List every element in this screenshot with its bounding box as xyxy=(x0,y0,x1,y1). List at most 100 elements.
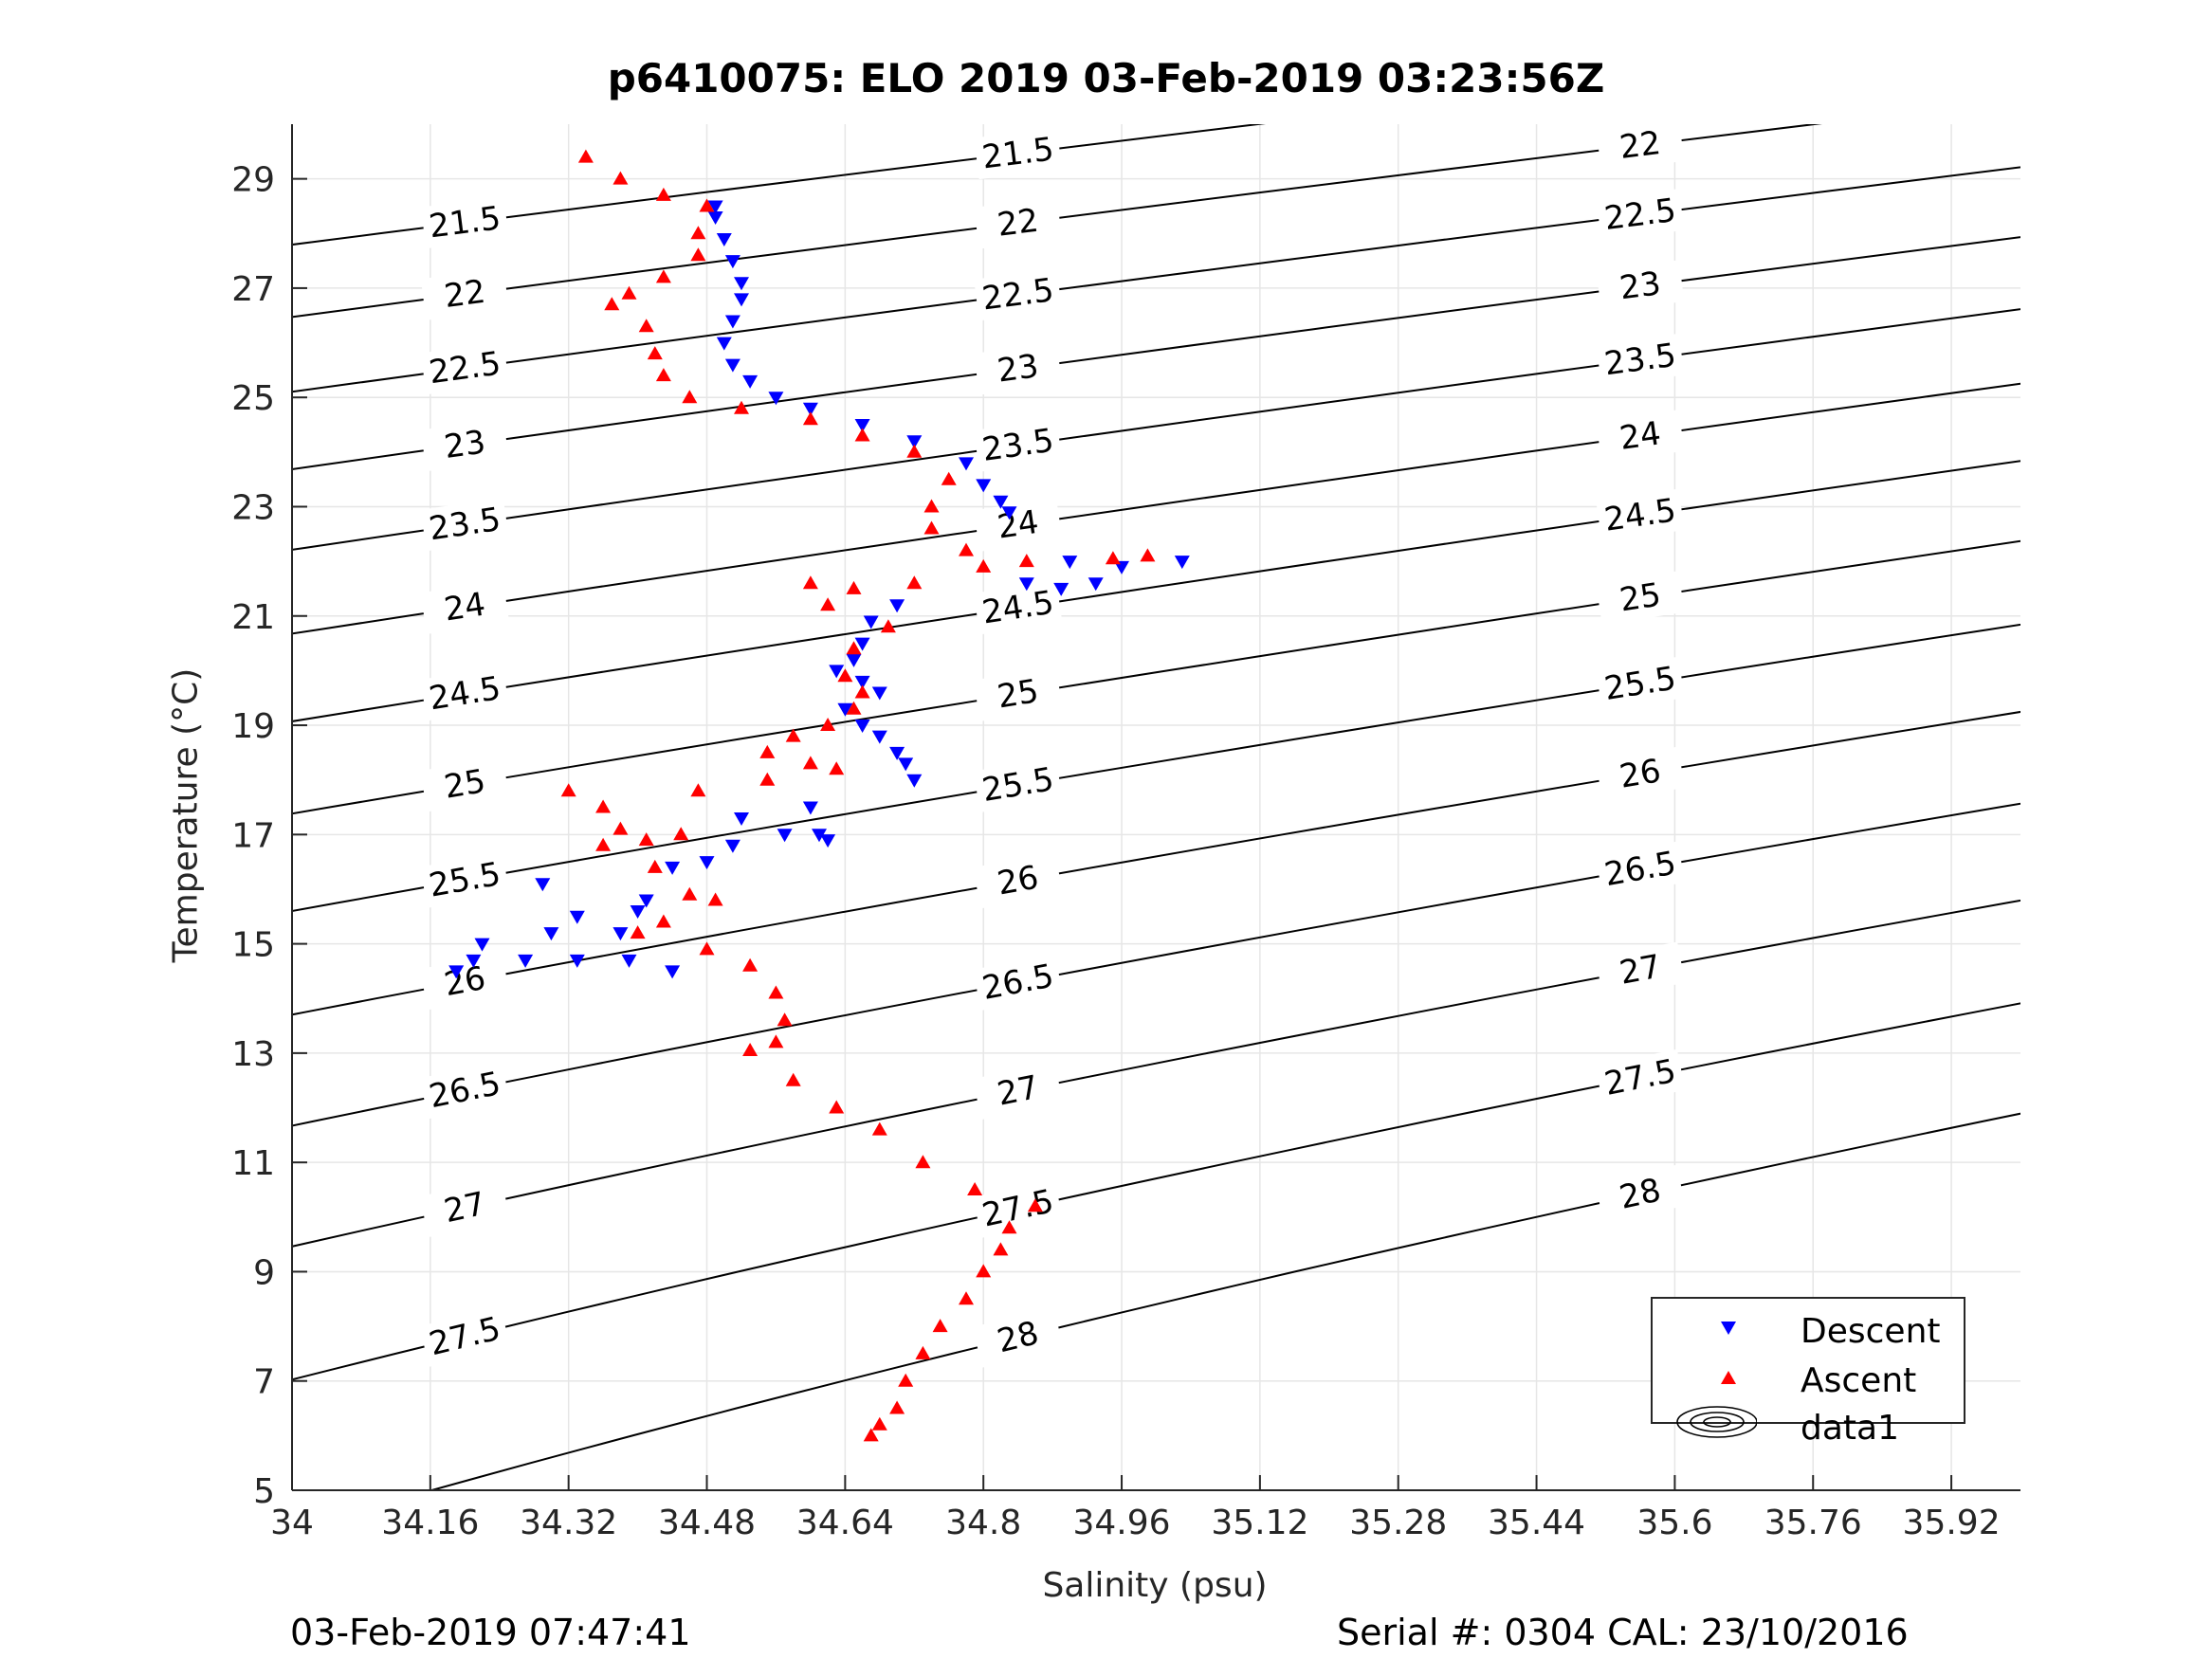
contour-label: 24 xyxy=(1618,414,1663,458)
descent-point xyxy=(863,615,879,629)
ascent-point xyxy=(976,1264,992,1278)
x-tick-label: 35.6 xyxy=(1636,1504,1712,1542)
descent-point xyxy=(569,954,585,968)
descent-point xyxy=(768,392,784,406)
ascent-point xyxy=(690,783,706,797)
ascent-point xyxy=(647,859,663,873)
descent-point xyxy=(1174,556,1190,570)
descent-point xyxy=(724,839,740,853)
descent-point xyxy=(734,812,749,826)
descent-point xyxy=(1114,560,1129,574)
contour-label: 26 xyxy=(995,859,1042,903)
contour-label-bg xyxy=(973,1062,1064,1121)
contour-label: 23 xyxy=(442,423,487,466)
ascent-marker-icon xyxy=(1721,1371,1736,1384)
descent-point xyxy=(846,653,862,667)
descent-point xyxy=(699,856,715,870)
legend-label-contours: data1 xyxy=(1801,1409,1899,1448)
descent-point xyxy=(854,419,870,432)
descent-point xyxy=(1088,577,1104,592)
descent-point xyxy=(448,965,465,979)
contour-label-bg xyxy=(973,757,1063,813)
x-tick-label: 34.16 xyxy=(381,1504,479,1542)
ascent-point xyxy=(682,390,698,404)
ascent-point xyxy=(906,575,923,590)
footer-timestamp: 03-Feb-2019 07:47:41 xyxy=(290,1612,691,1653)
x-tick-label: 34.64 xyxy=(796,1504,894,1542)
ascent-point xyxy=(595,799,612,813)
ascent-point xyxy=(577,149,594,163)
contour-label-bg xyxy=(974,127,1063,180)
contour-label-bg xyxy=(419,953,510,1011)
descent-point xyxy=(734,277,749,291)
contour-line xyxy=(292,308,2020,551)
descent-point xyxy=(665,965,681,979)
contour-label: 25 xyxy=(442,762,488,807)
ascent-point xyxy=(846,580,862,594)
ascent-point xyxy=(906,444,923,458)
x-tick-label: 34.96 xyxy=(1073,1504,1171,1542)
contour-label-bg xyxy=(420,580,510,634)
contour-label: 22.5 xyxy=(980,271,1056,318)
contour-line xyxy=(292,1002,2020,1381)
y-tick-label: 15 xyxy=(231,926,275,965)
contour-label: 23 xyxy=(996,347,1041,390)
contour-label: 25 xyxy=(995,672,1041,716)
descent-point xyxy=(535,878,551,892)
contour-label-bg xyxy=(420,341,509,395)
contour-label-bg xyxy=(1596,189,1685,241)
y-tick-label: 9 xyxy=(253,1253,275,1292)
descent-point xyxy=(724,315,740,329)
ascent-point xyxy=(923,520,940,535)
descent-point xyxy=(871,730,887,744)
contour-label-bg xyxy=(1596,410,1685,463)
contour-label-bg xyxy=(1595,841,1686,898)
contour-label-bg xyxy=(1596,260,1685,313)
contour-line xyxy=(292,710,2020,1016)
ascent-point xyxy=(655,269,671,283)
descent-point xyxy=(1053,582,1069,596)
descent-point xyxy=(906,774,923,788)
ascent-point xyxy=(768,985,784,999)
descent-point xyxy=(871,686,887,701)
descent-point xyxy=(543,927,559,941)
ascent-point xyxy=(682,886,698,901)
contour-line xyxy=(292,539,2020,815)
ascent-point xyxy=(863,1428,879,1442)
ascent-point xyxy=(959,542,974,556)
contour-label-bg xyxy=(419,1306,511,1367)
contour-label-bg xyxy=(973,852,1063,909)
ascent-point xyxy=(759,772,776,786)
contour-label: 25 xyxy=(1618,576,1664,620)
descent-point xyxy=(724,358,740,373)
y-tick-label: 29 xyxy=(231,161,275,200)
contour-label-bg xyxy=(974,342,1063,395)
descent-point xyxy=(665,861,681,875)
ascent-point xyxy=(846,701,862,715)
ascent-point xyxy=(993,1242,1009,1256)
contour-label: 22 xyxy=(1618,124,1663,167)
y-tick-label: 23 xyxy=(231,488,275,527)
descent-point xyxy=(569,910,585,924)
x-tick-label: 34.48 xyxy=(658,1504,756,1542)
contour-label-bg xyxy=(1596,488,1685,542)
contour-label: 23 xyxy=(1618,264,1663,307)
ascent-point xyxy=(690,226,706,240)
contour-label: 21.5 xyxy=(980,130,1056,176)
ascent-point xyxy=(802,575,818,590)
contour-label: 22 xyxy=(442,273,487,316)
ascent-point xyxy=(959,1291,974,1305)
contour-label-bg xyxy=(419,1061,510,1120)
descent-point xyxy=(621,954,637,968)
ascent-point xyxy=(854,428,870,442)
descent-marker-icon xyxy=(1721,1322,1736,1335)
ascent-point xyxy=(673,827,689,841)
x-tick-label: 35.44 xyxy=(1488,1504,1585,1542)
descent-point xyxy=(474,938,490,952)
contour-label: 27 xyxy=(1617,948,1664,993)
descent-point xyxy=(854,720,870,733)
descent-point xyxy=(812,829,827,843)
contour-label-bg xyxy=(973,498,1063,552)
ascent-point xyxy=(707,892,723,906)
